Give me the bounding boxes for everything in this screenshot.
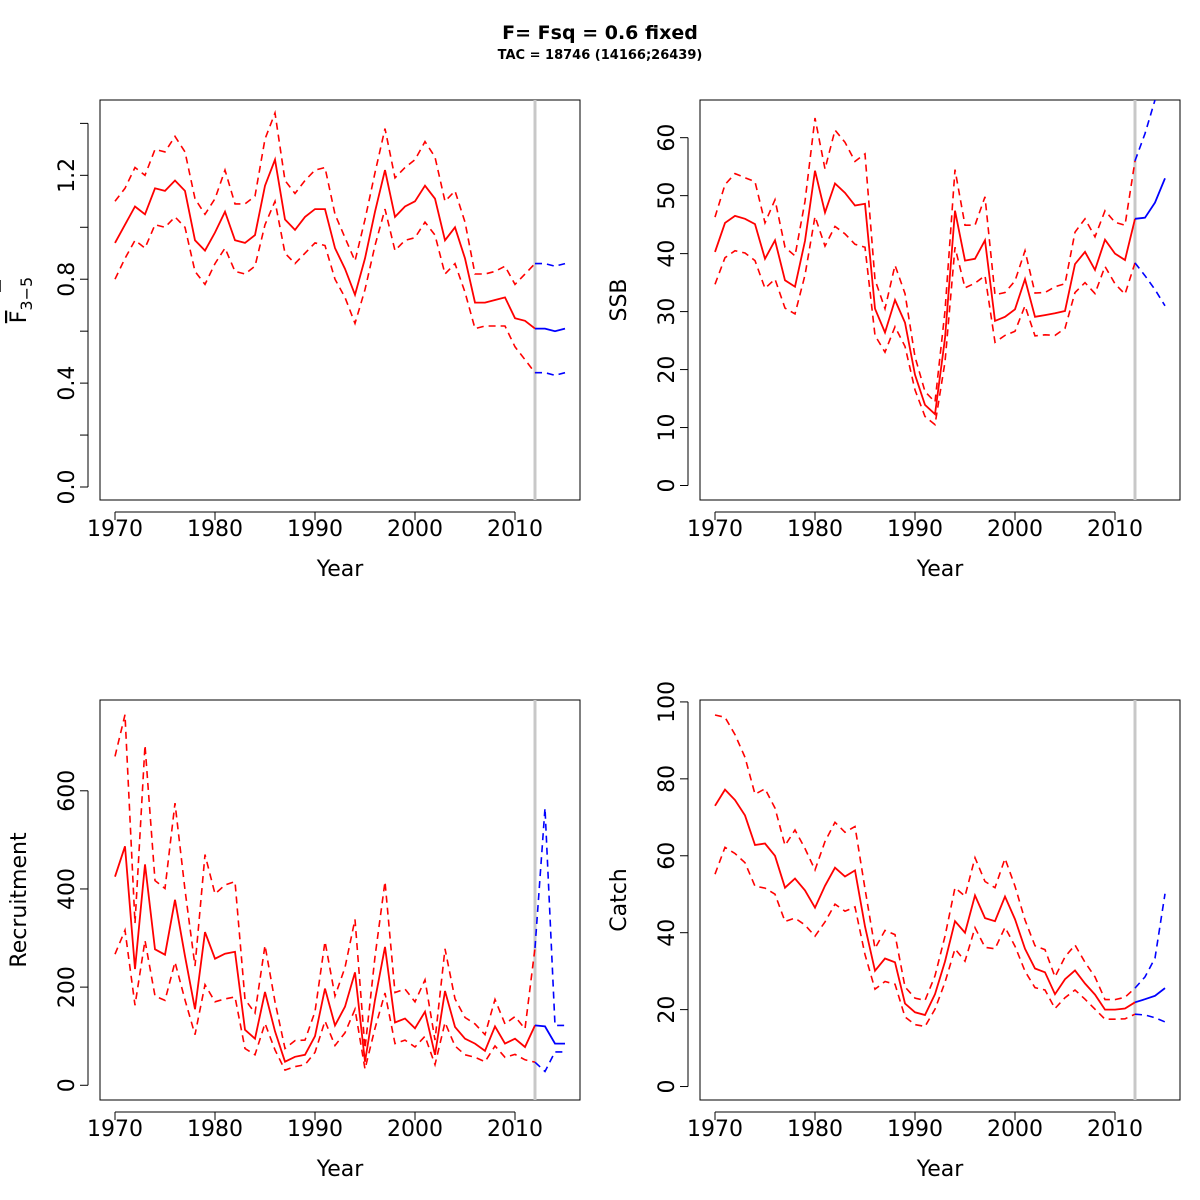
forecast-lower-line bbox=[1134, 1013, 1166, 1023]
forecast-upper-line bbox=[535, 262, 566, 268]
y-tick-label: 0 bbox=[655, 479, 680, 493]
chart-panel-4: 1970 1980 1990 2000 2010 Year 0 20 40 60 80 100 Catc… bbox=[607, 681, 1181, 1182]
plot-frame bbox=[699, 99, 1181, 501]
y-tick-label: 20 bbox=[655, 356, 680, 384]
plot-frame bbox=[699, 699, 1181, 1101]
chart-panel-1: 1970 1980 1990 2000 2010 Year 0.0 0.4 0.8 1.2 F3−5 bbox=[0, 99, 581, 582]
x-tick-label: 2000 bbox=[387, 1117, 443, 1142]
y-tick-label: 600 bbox=[55, 770, 80, 812]
historic-lower-line bbox=[714, 846, 1136, 1028]
plot-data bbox=[114, 700, 565, 1100]
plot-data bbox=[114, 100, 566, 500]
historic-upper-line bbox=[114, 714, 536, 1050]
y-tick-label: 0.0 bbox=[55, 470, 80, 505]
plot-data bbox=[714, 100, 1166, 500]
forecast-upper-line bbox=[534, 807, 565, 1027]
forecast-lower-line bbox=[1134, 262, 1166, 307]
y-axis: 0 10 20 30 40 50 60 SSB bbox=[607, 124, 689, 493]
y-tick-label: 20 bbox=[655, 996, 680, 1024]
forecast-median-line bbox=[1134, 177, 1166, 220]
y-axis: 0.0 0.4 0.8 1.2 F3−5 bbox=[0, 122, 89, 505]
plot-data bbox=[714, 700, 1166, 1100]
forecast-lower-line bbox=[535, 371, 566, 377]
plot-frame bbox=[99, 99, 581, 501]
x-tick-label: 2000 bbox=[387, 517, 443, 542]
y-axis-label: SSB bbox=[607, 278, 632, 321]
y-tick-label: 40 bbox=[655, 919, 680, 947]
figure-titles: F= Fsq = 0.6 fixed TAC = 18746 (14166;26… bbox=[0, 22, 1200, 63]
y-tick-label: 80 bbox=[655, 765, 680, 793]
y-tick-label: 1.2 bbox=[55, 158, 80, 193]
y-axis: 0 200 400 600 Recruitment bbox=[7, 770, 89, 1092]
y-tick-label: 0.8 bbox=[55, 262, 80, 297]
plot-frame bbox=[99, 699, 581, 1101]
y-axis: 0 20 40 60 80 100 Catch bbox=[607, 681, 689, 1094]
x-tick-label: 2000 bbox=[987, 1117, 1043, 1142]
forecast-upper-line bbox=[1134, 893, 1166, 989]
historic-lower-line bbox=[114, 927, 536, 1072]
x-tick-label: 2010 bbox=[487, 517, 543, 542]
forecast-median-line bbox=[535, 327, 566, 333]
forecast-median-line bbox=[1134, 987, 1166, 1004]
chart-panel-3: 1970 1980 1990 2000 2010 Year 0 200 400 600 Recrui… bbox=[7, 699, 581, 1182]
y-axis-label-subscript: 3−5 bbox=[17, 277, 36, 311]
x-tick-label: 2010 bbox=[1087, 1117, 1143, 1142]
forecast-lower-line bbox=[534, 1051, 565, 1073]
x-tick-label: 1990 bbox=[887, 517, 943, 542]
forecast-upper-line bbox=[1134, 100, 1156, 162]
x-tick-label: 1970 bbox=[687, 517, 743, 542]
x-axis-label: Year bbox=[316, 557, 365, 582]
y-tick-label: 40 bbox=[655, 240, 680, 268]
x-tick-label: 1990 bbox=[887, 1117, 943, 1142]
y-axis-label: F3−5 bbox=[7, 277, 36, 323]
historic-lower-line bbox=[714, 216, 1136, 427]
historic-median-line bbox=[114, 846, 536, 1063]
historic-upper-line bbox=[714, 714, 1136, 1002]
y-tick-label: 10 bbox=[655, 414, 680, 442]
x-tick-label: 2000 bbox=[987, 517, 1043, 542]
forecast-median-line bbox=[534, 1024, 565, 1045]
x-tick-label: 2010 bbox=[487, 1117, 543, 1142]
x-tick-label: 1970 bbox=[87, 1117, 143, 1142]
x-tick-label: 1970 bbox=[87, 517, 143, 542]
y-tick-label: 50 bbox=[655, 182, 680, 210]
historic-lower-line bbox=[114, 198, 536, 374]
chart-panel-2: 1970 1980 1990 2000 2010 Year 0 10 20 30 40 50 60 SSB bbox=[607, 99, 1181, 582]
y-axis-label-main: F bbox=[7, 311, 32, 324]
figure-title: F= Fsq = 0.6 fixed bbox=[502, 22, 698, 44]
y-tick-label: 0 bbox=[655, 1080, 680, 1094]
x-axis-label: Year bbox=[316, 1157, 365, 1182]
x-tick-label: 1980 bbox=[187, 1117, 243, 1142]
historic-median-line bbox=[114, 156, 536, 330]
x-tick-label: 1990 bbox=[287, 1117, 343, 1142]
y-tick-label: 30 bbox=[655, 298, 680, 326]
y-tick-label: 100 bbox=[655, 681, 680, 723]
x-axis: 1970 1980 1990 2000 2010 Year bbox=[87, 1111, 543, 1182]
y-axis-label: Recruitment bbox=[7, 832, 32, 968]
y-tick-label: 400 bbox=[55, 868, 80, 910]
x-axis: 1970 1980 1990 2000 2010 Year bbox=[687, 1111, 1143, 1182]
x-tick-label: 1990 bbox=[287, 517, 343, 542]
x-tick-label: 2010 bbox=[1087, 517, 1143, 542]
historic-upper-line bbox=[714, 117, 1136, 404]
x-tick-label: 1980 bbox=[187, 517, 243, 542]
y-tick-label: 60 bbox=[655, 124, 680, 152]
y-tick-label: 200 bbox=[55, 966, 80, 1008]
figure-subtitle: TAC = 18746 (14166;26439) bbox=[497, 48, 703, 63]
x-axis: 1970 1980 1990 2000 2010 Year bbox=[687, 511, 1143, 582]
x-axis: 1970 1980 1990 2000 2010 Year bbox=[87, 511, 543, 582]
y-tick-label: 0.4 bbox=[55, 366, 80, 401]
y-tick-label: 0 bbox=[55, 1078, 80, 1092]
x-tick-label: 1980 bbox=[787, 517, 843, 542]
x-axis-label: Year bbox=[916, 557, 965, 582]
x-tick-label: 1980 bbox=[787, 1117, 843, 1142]
historic-median-line bbox=[714, 170, 1136, 417]
y-axis-label: Catch bbox=[607, 868, 632, 932]
historic-median-line bbox=[714, 788, 1136, 1017]
x-tick-label: 1970 bbox=[687, 1117, 743, 1142]
x-axis-label: Year bbox=[916, 1157, 965, 1182]
historic-upper-line bbox=[114, 109, 536, 286]
y-tick-label: 60 bbox=[655, 842, 680, 870]
